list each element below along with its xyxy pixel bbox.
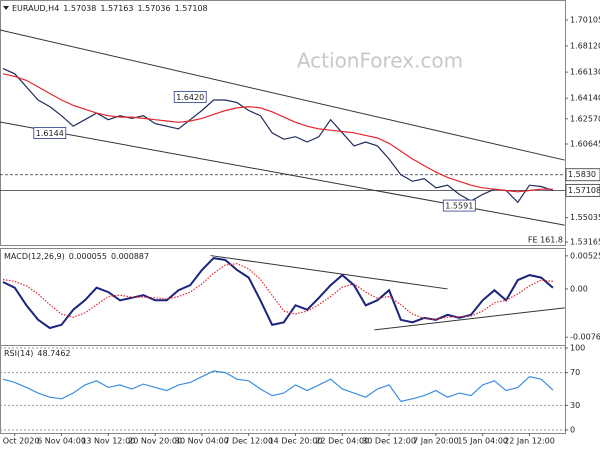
x-tick-label: 22 Dec 04:00 [315, 437, 369, 446]
series-line [2, 370, 554, 402]
y-tick-label: 1.60645 [570, 139, 600, 148]
y-tick-label: 70 [570, 368, 580, 377]
y-tick-label: 1.53165 [570, 238, 600, 247]
y-tick-label: 1.68120 [570, 42, 600, 51]
level-label: 1.5830 [568, 170, 596, 179]
header-value: 0.000887 [111, 252, 149, 261]
menu-icon [3, 6, 9, 10]
trendline [374, 307, 565, 331]
level-label-box [565, 168, 600, 182]
header-value: 48.7462 [37, 349, 70, 358]
series-line [2, 68, 554, 204]
header-value: 1.57036 [137, 4, 170, 13]
annotation-box [442, 199, 476, 212]
y-tick-label: 1.55035 [570, 213, 600, 222]
header-value: 1.57163 [100, 4, 133, 13]
panel-header: MACD(12,26,9) 0.000055 0.000887 [4, 252, 149, 261]
x-tick-label: 30 Nov 04:00 [175, 437, 229, 446]
y-tick-label: 30 [570, 401, 580, 410]
series-line [2, 73, 553, 193]
x-tick-label: 14 Dec 20:00 [269, 437, 323, 446]
y-tick-label: 100 [570, 344, 585, 353]
series-line [2, 263, 553, 320]
x-tick-label: 22 Jan 12:00 [504, 437, 555, 446]
header-value: 0.000055 [69, 252, 107, 261]
annotation-label: 1.6144 [36, 129, 64, 138]
header-value: 1.57108 [175, 4, 208, 13]
annotation-label: 1.5591 [445, 202, 473, 211]
y-tick-label: 0 [570, 425, 575, 434]
panel-title: RSI(14) [4, 349, 33, 358]
y-tick-label: 0.005257 [570, 251, 600, 260]
series-line [2, 257, 554, 330]
x-tick-label: 30 Dec 12:00 [362, 437, 416, 446]
level-label: 1.57108 [568, 186, 600, 195]
x-tick-label: 20 Nov 20:00 [128, 437, 182, 446]
y-tick-label: 1.70105 [570, 15, 600, 24]
annotation-label: 1.6420 [176, 93, 204, 102]
y-tick-label: 1.62570 [570, 114, 600, 123]
annotation-box [33, 127, 67, 139]
x-tick-label: 7 Dec 12:00 [224, 437, 273, 446]
x-tick-label: 13 Nov 12:00 [81, 437, 135, 446]
y-tick-label: 1.64140 [570, 94, 600, 103]
panel-title: MACD(12,26,9) [4, 252, 65, 261]
panel-header: EURAUD,H4 1.57038 1.57163 1.57036 1.57108 [12, 4, 208, 13]
level-label-box [565, 183, 600, 197]
x-tick-label: 29 Oct 2020 [0, 437, 39, 446]
panel-header: RSI(14) 48.7462 [4, 349, 71, 358]
x-tick-label: 6 Nov 04:00 [37, 437, 86, 446]
x-tick-label: 7 Jan 20:00 [413, 437, 459, 446]
header-value: 1.57038 [63, 4, 96, 13]
note: FE 161.8 [528, 236, 563, 245]
annotation-box [173, 90, 207, 103]
y-tick-label: -0.007663 [570, 333, 600, 342]
trendline [0, 29, 565, 161]
y-tick-label: 0.00 [570, 284, 588, 293]
panel-title: EURAUD,H4 [12, 4, 59, 13]
panel-border [0, 345, 566, 434]
trendline [210, 255, 448, 290]
panel-border [0, 0, 566, 246]
y-tick-label: 1.66130 [570, 68, 600, 77]
watermark: ActionForex.com [297, 49, 463, 73]
x-tick-label: 15 Jan 04:00 [457, 437, 508, 446]
